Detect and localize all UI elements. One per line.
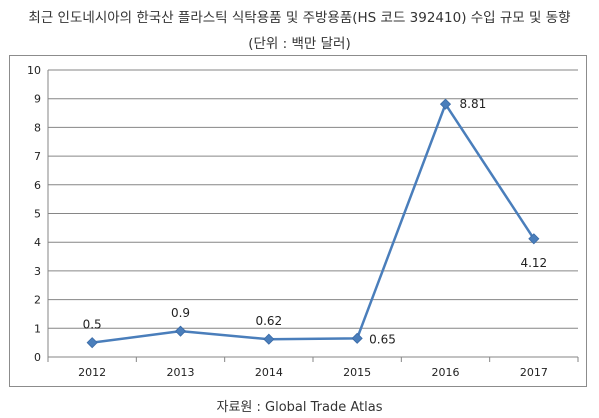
data-label: 0.9 bbox=[171, 306, 190, 320]
data-point-marker bbox=[351, 332, 363, 344]
data-label: 0.65 bbox=[369, 332, 396, 346]
data-point-marker bbox=[174, 325, 187, 337]
data-point-marker bbox=[528, 233, 540, 245]
x-tick-label: 2014 bbox=[255, 366, 283, 379]
y-tick-label: 1 bbox=[34, 322, 41, 335]
y-tick-label: 5 bbox=[34, 208, 41, 221]
y-tick-label: 9 bbox=[34, 93, 41, 106]
x-tick-label: 2013 bbox=[167, 366, 195, 379]
y-tick-label: 10 bbox=[27, 64, 41, 77]
data-point-marker bbox=[263, 333, 275, 345]
series-line-path bbox=[92, 102, 535, 344]
data-labels: 0.5 0.9 0.62 0.65 8.81 4.12 bbox=[83, 97, 548, 346]
y-tick-label: 7 bbox=[34, 150, 41, 163]
x-tick-label: 2012 bbox=[78, 366, 106, 379]
y-tick-label: 8 bbox=[34, 121, 41, 134]
chart-frame bbox=[9, 55, 587, 387]
y-tick-label: 6 bbox=[34, 179, 41, 192]
data-label: 8.81 bbox=[460, 97, 487, 111]
data-point-marker bbox=[86, 337, 98, 349]
y-tick-label: 2 bbox=[34, 294, 41, 307]
data-label: 0.62 bbox=[255, 314, 282, 328]
gridlines bbox=[47, 69, 578, 358]
x-axis-ticks: 2012 2013 2014 2015 2016 2017 bbox=[47, 357, 579, 379]
data-point-marker bbox=[439, 98, 452, 110]
data-label: 4.12 bbox=[520, 256, 547, 270]
series-line bbox=[92, 102, 535, 344]
data-label: 0.5 bbox=[83, 318, 102, 332]
source-note: 자료원 : Global Trade Atlas bbox=[216, 400, 383, 415]
x-tick-label: 2016 bbox=[432, 366, 460, 379]
series-markers bbox=[86, 98, 540, 349]
y-tick-label: 0 bbox=[34, 351, 41, 364]
chart-unit-subtitle: (단위 : 백만 달러) bbox=[248, 36, 351, 52]
y-axis-ticks: 0 1 2 3 4 5 6 7 8 9 10 bbox=[27, 64, 41, 364]
chart-title: 최근 인도네시아의 한국산 플라스틱 식탁용품 및 주방용품(HS 코드 392… bbox=[28, 10, 571, 26]
y-tick-label: 4 bbox=[34, 236, 41, 249]
x-tick-label: 2015 bbox=[343, 366, 371, 379]
y-tick-label: 3 bbox=[34, 265, 41, 278]
x-tick-label: 2017 bbox=[520, 366, 548, 379]
